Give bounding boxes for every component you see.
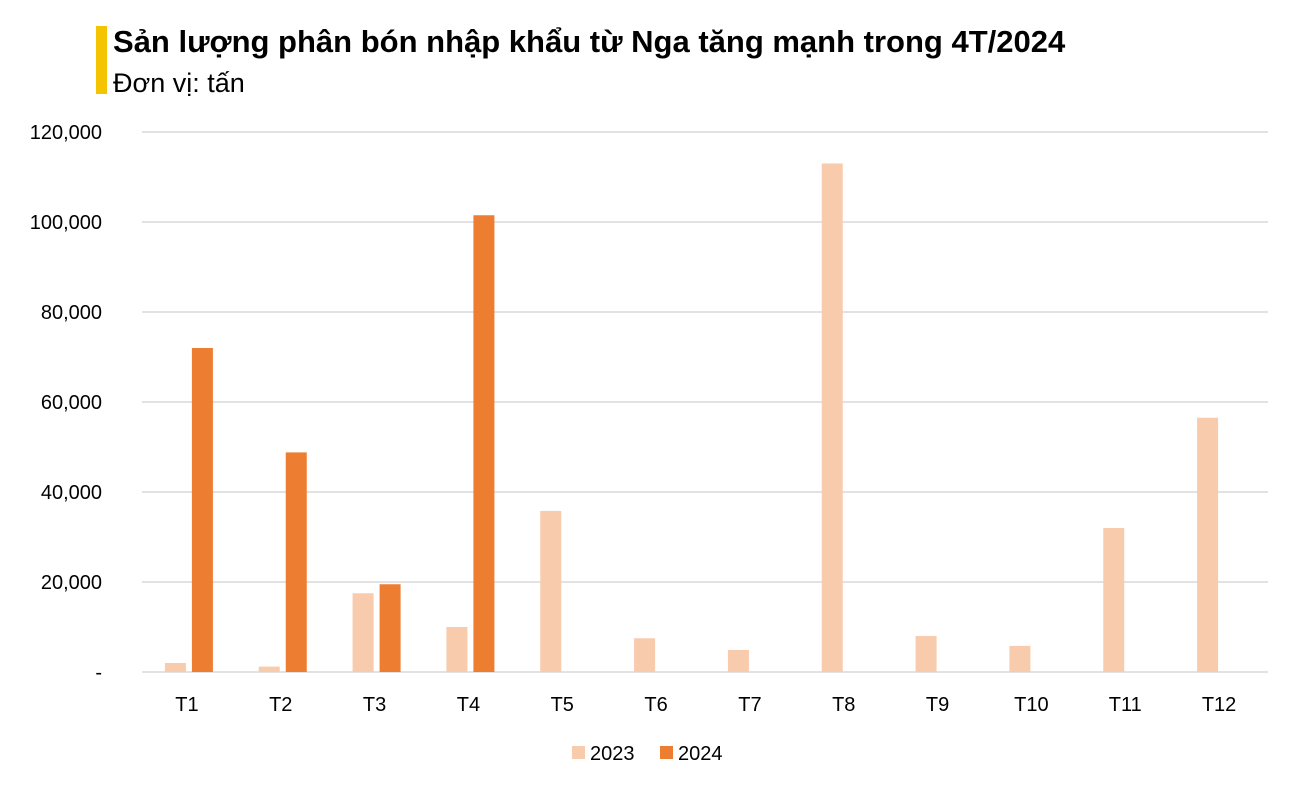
y-tick-label: 80,000 <box>41 302 102 324</box>
x-tick-label: T6 <box>644 694 667 716</box>
x-tick-label: T9 <box>926 694 949 716</box>
x-tick-label: T8 <box>832 694 855 716</box>
chart-title: Sản lượng phân bón nhập khẩu từ Nga tăng… <box>113 24 1066 59</box>
bar-2023-T2 <box>258 666 280 672</box>
chart-subtitle: Đơn vị: tấn <box>113 68 245 98</box>
legend-swatch-2023 <box>572 746 585 759</box>
y-tick-label: 60,000 <box>41 392 102 414</box>
bars <box>164 163 1219 672</box>
bar-2023-T3 <box>352 593 374 672</box>
bar-2023-T7 <box>727 649 749 672</box>
bar-2023-T6 <box>634 638 656 672</box>
bar-2024-T4 <box>473 215 495 672</box>
x-tick-label: T4 <box>457 694 480 716</box>
bar-2023-T11 <box>1103 528 1125 672</box>
x-tick-label: T2 <box>269 694 292 716</box>
x-tick-label: T5 <box>551 694 574 716</box>
bar-2023-T8 <box>821 163 843 672</box>
x-tick-label: T3 <box>363 694 386 716</box>
legend-label-2024: 2024 <box>678 743 723 765</box>
x-tick-label: T10 <box>1014 694 1048 716</box>
x-axis: T1 T2 T3 T4 T5 T6 T7 T8 T9 T10 T11 T12 <box>175 694 1236 716</box>
legend-label-2023: 2023 <box>590 743 635 765</box>
bar-2023-T9 <box>915 636 937 672</box>
bar-2024-T3 <box>379 584 401 672</box>
gridlines <box>142 131 1268 673</box>
bar-2023-T5 <box>540 510 562 672</box>
x-tick-label: T1 <box>175 694 198 716</box>
y-tick-label: 120,000 <box>30 122 102 144</box>
y-tick-label: 20,000 <box>41 572 102 594</box>
x-tick-label: T11 <box>1109 694 1142 716</box>
bar-2023-T10 <box>1009 645 1031 672</box>
bar-2024-T1 <box>191 348 213 672</box>
title-accent-bar <box>96 26 107 94</box>
legend: 2023 2024 <box>572 743 723 765</box>
bar-2023-T4 <box>446 627 468 672</box>
legend-swatch-2024 <box>660 746 673 759</box>
y-tick-label: - <box>95 662 102 684</box>
bar-2023-T12 <box>1197 417 1219 672</box>
y-tick-label: 40,000 <box>41 482 102 504</box>
bar-2023-T1 <box>164 663 186 672</box>
bar-2024-T2 <box>285 452 307 672</box>
x-tick-label: T12 <box>1202 694 1236 716</box>
x-tick-label: T7 <box>738 694 761 716</box>
y-axis: - 20,000 40,000 60,000 80,000 100,000 120,000 <box>30 122 102 684</box>
y-tick-label: 100,000 <box>30 212 102 234</box>
